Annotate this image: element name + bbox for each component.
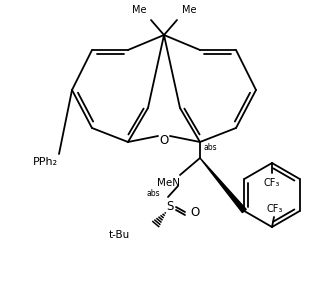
Text: CF₃: CF₃: [264, 178, 280, 188]
Text: t-Bu: t-Bu: [109, 230, 130, 240]
Text: O: O: [159, 133, 169, 146]
Text: abs: abs: [146, 189, 160, 198]
Text: Me: Me: [182, 5, 196, 15]
Text: S: S: [166, 200, 174, 212]
Text: PPh₂: PPh₂: [32, 157, 57, 167]
Text: Me: Me: [132, 5, 146, 15]
Text: abs: abs: [203, 144, 217, 153]
Polygon shape: [200, 158, 246, 213]
Text: CF₃: CF₃: [267, 204, 283, 214]
Text: MeN: MeN: [157, 178, 180, 188]
Text: O: O: [190, 207, 200, 219]
